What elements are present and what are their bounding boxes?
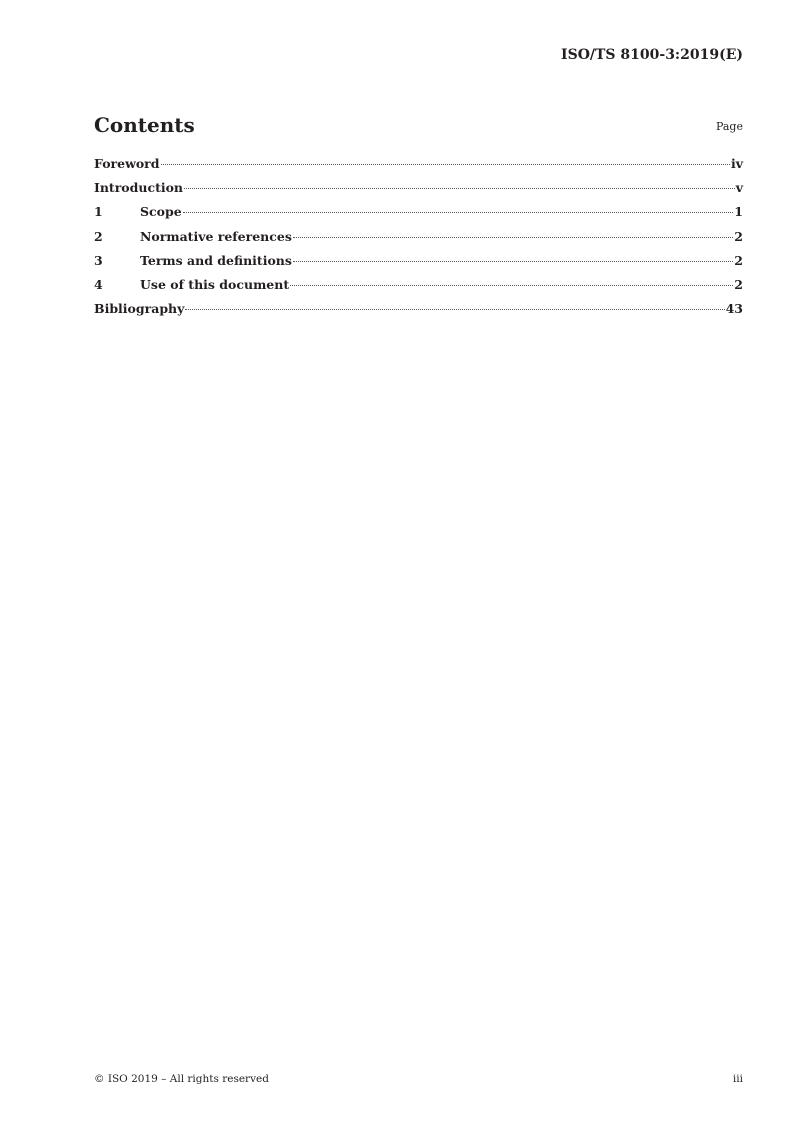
toc-label: Scope	[140, 204, 182, 220]
table-of-contents: Foreword iv Introduction v 1 Scope 1 2 Normative…	[94, 156, 743, 325]
page-title: Contents	[94, 113, 195, 137]
toc-page: v	[735, 180, 743, 196]
leader-dots	[182, 212, 734, 214]
toc-number: 1	[94, 204, 103, 220]
toc-page: 2	[734, 252, 743, 268]
toc-label: Terms and definitions	[140, 252, 292, 268]
toc-entry[interactable]: Foreword iv	[94, 156, 743, 180]
footer: © ISO 2019 – All rights reserved iii	[94, 1073, 743, 1085]
toc-label: Normative references	[140, 228, 292, 244]
toc-entry[interactable]: 4 Use of this document 2	[94, 277, 743, 301]
toc-label: Use of this document	[140, 276, 290, 292]
toc-label: Introduction	[94, 180, 184, 196]
toc-entry[interactable]: 1 Scope 1	[94, 204, 743, 228]
toc-page: iv	[730, 156, 743, 171]
toc-entry[interactable]: 3 Terms and definitions 2	[94, 253, 743, 277]
toc-number: 4	[94, 276, 103, 292]
toc-number: 3	[94, 252, 103, 268]
leader-dots	[184, 188, 735, 190]
document-id: ISO/TS 8100-3:2019(E)	[561, 47, 743, 63]
page-number: iii	[732, 1073, 743, 1085]
toc-entry[interactable]: Bibliography 43	[94, 301, 743, 325]
page-column-label: Page	[715, 120, 743, 133]
leader-dots	[292, 260, 734, 262]
copyright: © ISO 2019 – All rights reserved	[94, 1073, 269, 1085]
toc-page: 1	[734, 204, 743, 220]
toc-page: 43	[725, 301, 743, 317]
leader-dots	[292, 236, 734, 238]
toc-label: Foreword	[94, 156, 160, 171]
toc-page: 2	[734, 276, 743, 292]
leader-dots	[185, 309, 725, 311]
leader-dots	[160, 164, 730, 165]
toc-label: Bibliography	[94, 301, 185, 317]
toc-entry[interactable]: 2 Normative references 2	[94, 229, 743, 253]
toc-page: 2	[734, 228, 743, 244]
leader-dots	[290, 284, 734, 286]
toc-number: 2	[94, 228, 103, 244]
toc-entry[interactable]: Introduction v	[94, 180, 743, 204]
